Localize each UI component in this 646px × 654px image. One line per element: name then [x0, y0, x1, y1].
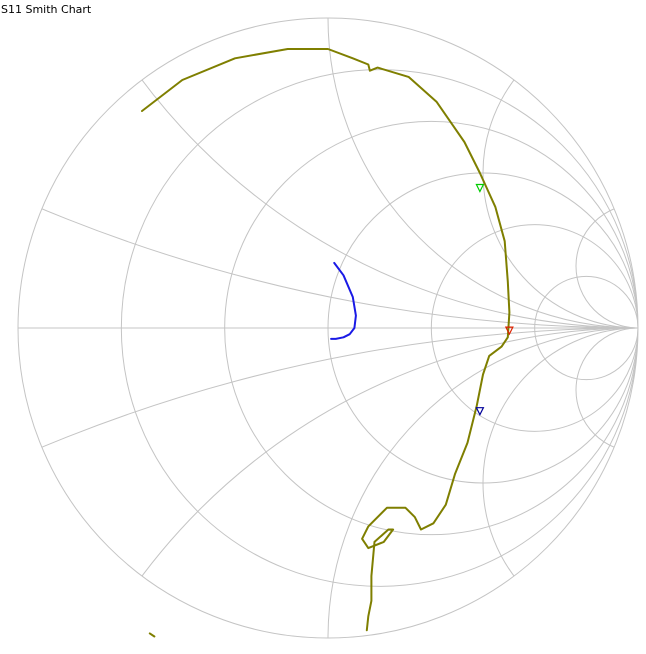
trace-2 — [330, 261, 357, 340]
marker-1 — [475, 183, 485, 193]
reactance-arc — [18, 327, 638, 638]
resistance-circle — [224, 120, 638, 536]
resistance-circle — [430, 224, 638, 432]
resistance-circle — [120, 69, 638, 587]
reactance-arc — [18, 327, 638, 638]
reactance-arc — [575, 327, 638, 453]
reactance-arc — [327, 327, 638, 638]
chart-title: S11 Smith Chart — [1, 3, 92, 16]
smith-traces — [141, 48, 511, 638]
reactance-arc — [18, 18, 638, 329]
marker-3 — [475, 407, 485, 417]
reactance-arc — [482, 327, 638, 638]
smith-markers — [475, 183, 514, 417]
reactance-arc — [327, 18, 638, 329]
trace-0 — [141, 48, 511, 632]
reactance-arc — [482, 18, 638, 329]
trace-1 — [148, 632, 156, 638]
reactance-arc — [575, 203, 638, 329]
marker-2 — [504, 326, 514, 336]
